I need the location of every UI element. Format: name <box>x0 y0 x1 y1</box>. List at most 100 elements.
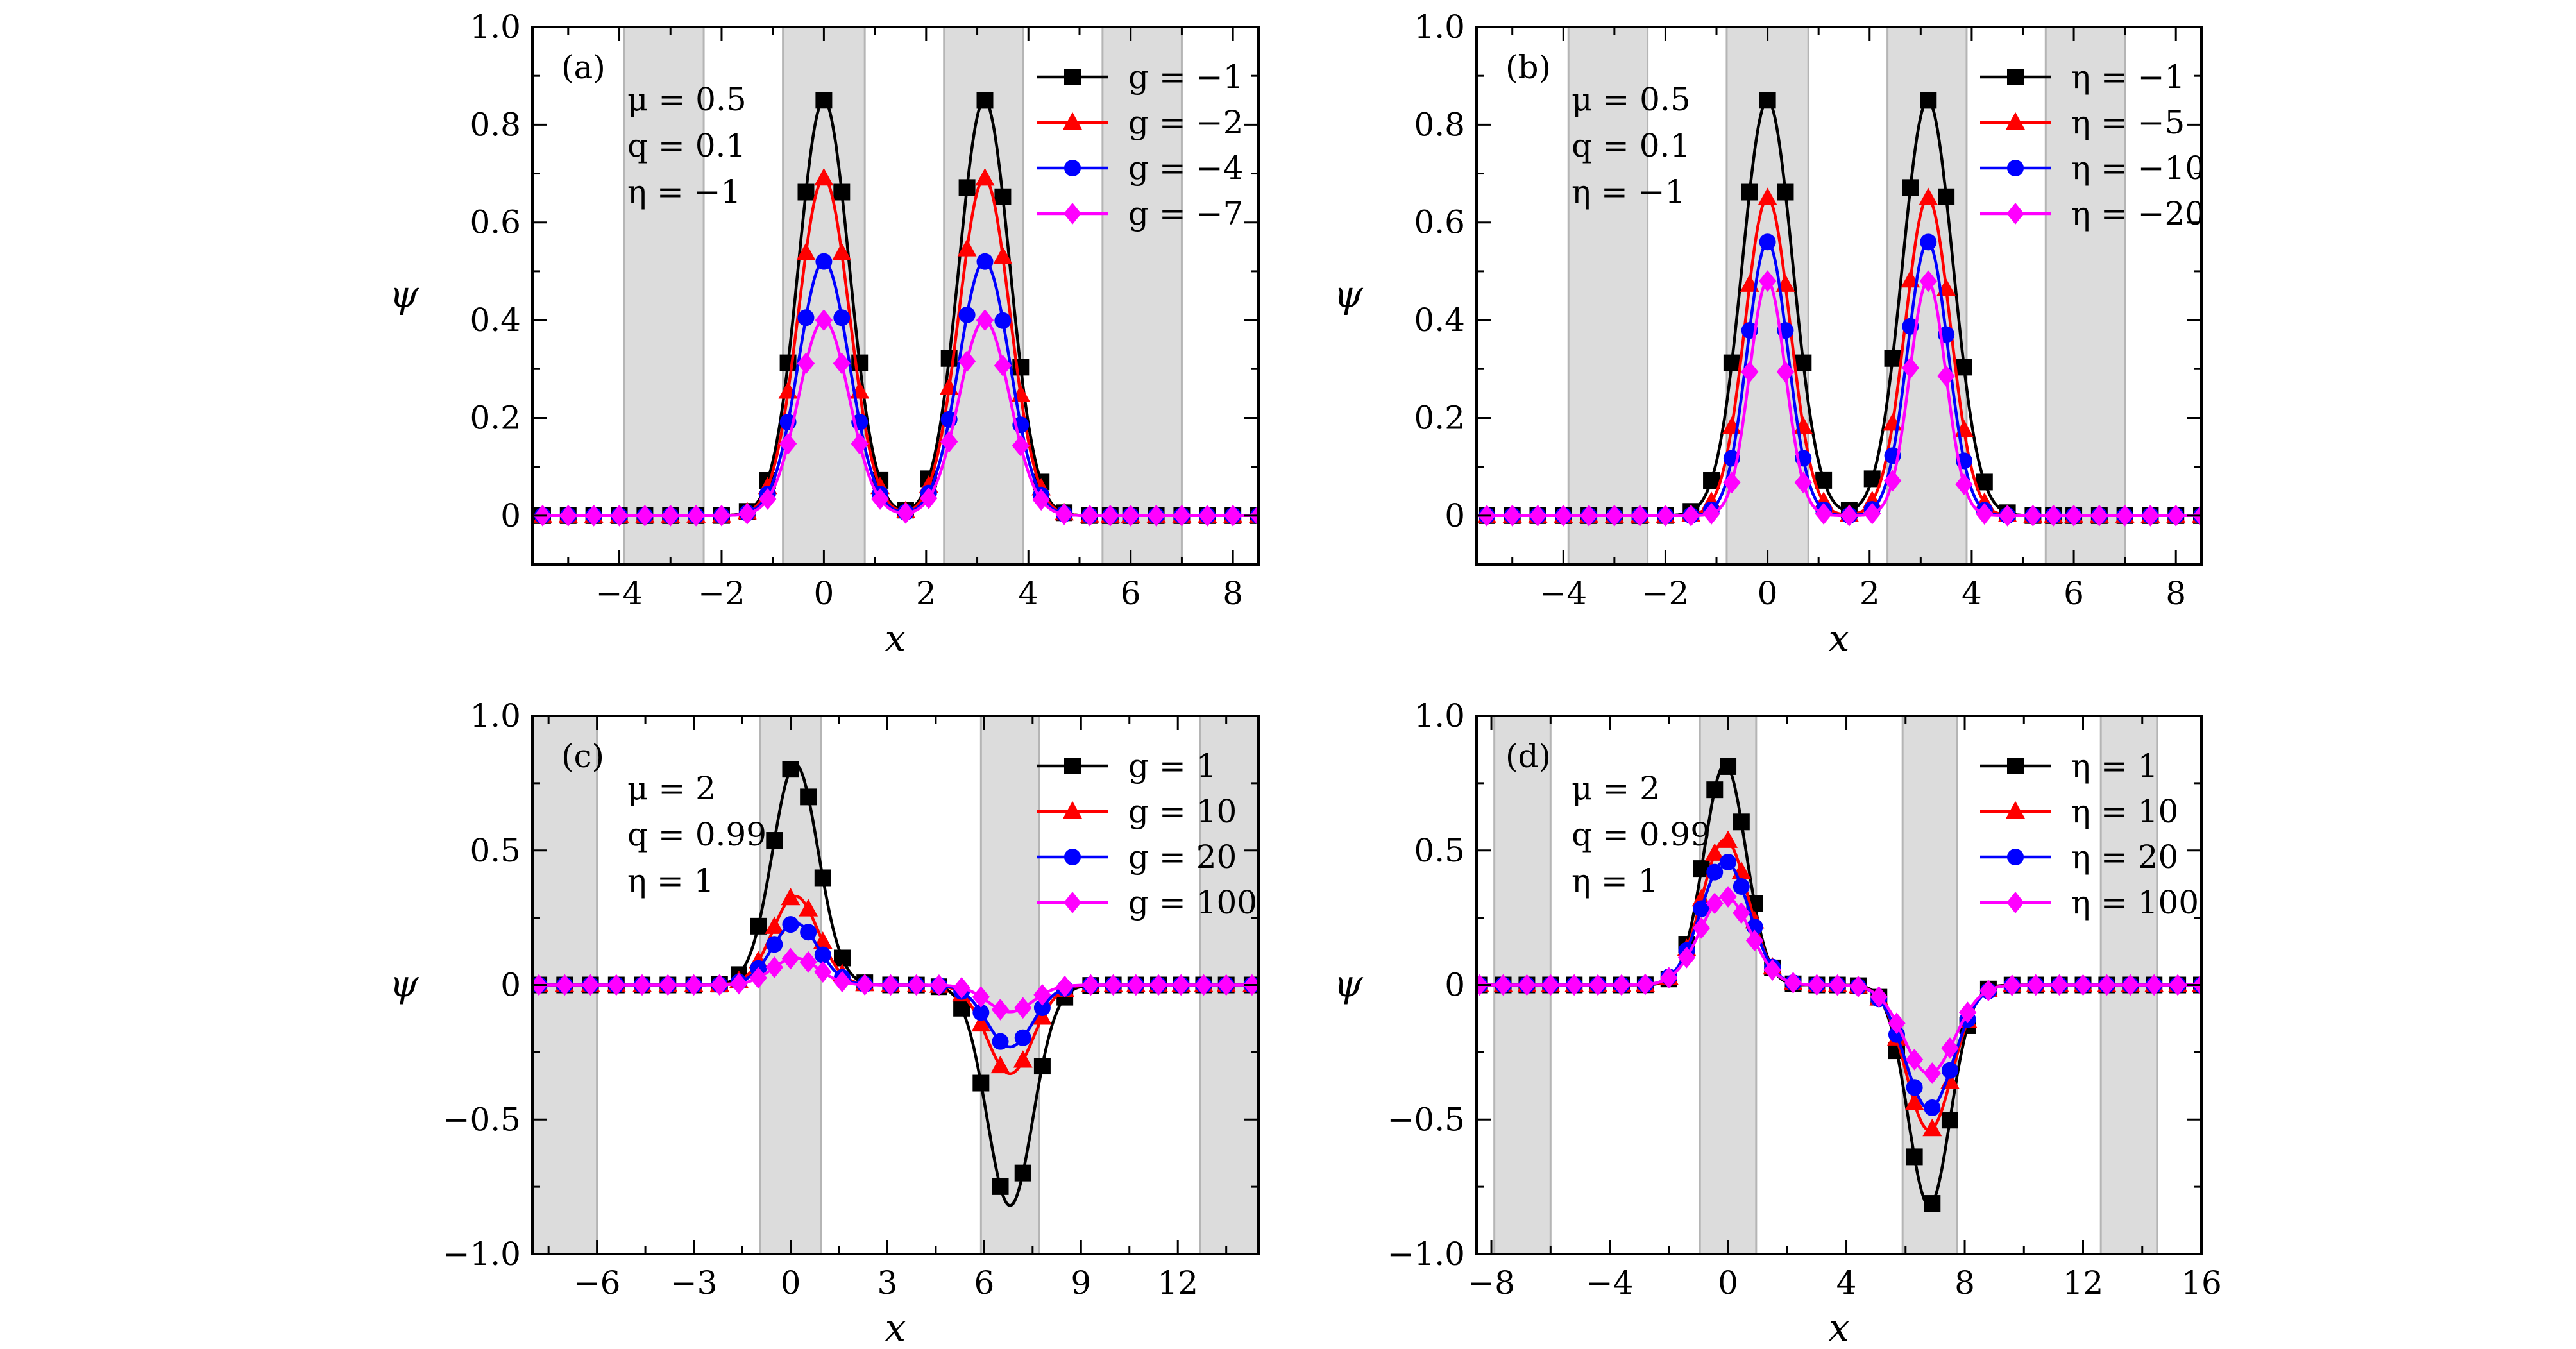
data-point <box>1606 504 1623 527</box>
data-point <box>1706 892 1724 915</box>
y-tick-label: −0.5 <box>443 1101 521 1138</box>
data-point <box>1923 1062 1941 1084</box>
plot-frame <box>1475 26 2203 566</box>
parameter-label: q = 0.99 <box>627 816 767 853</box>
legend-marker <box>1064 758 1081 774</box>
x-tick-label: 0 <box>813 575 834 612</box>
data-point <box>1958 1001 1977 1024</box>
series-group <box>532 92 1258 527</box>
data-point <box>1101 504 1119 527</box>
data-point <box>779 432 797 455</box>
parameter-label: μ = 2 <box>627 770 716 807</box>
data-point <box>1733 813 1750 831</box>
data-point <box>993 246 1013 264</box>
data-point <box>1693 900 1710 917</box>
data-point <box>1224 504 1242 527</box>
data-point <box>1565 974 1583 996</box>
y-tick-label: 0.4 <box>470 301 521 339</box>
data-point <box>815 253 833 270</box>
data-point <box>1706 781 1724 799</box>
x-tick-label: 3 <box>877 1264 898 1302</box>
data-point <box>1147 504 1165 527</box>
legend-label: η = −10 <box>2071 149 2205 187</box>
data-point <box>661 504 679 527</box>
x-tick-label: 0 <box>781 1264 801 1302</box>
data-point <box>972 986 990 1008</box>
data-point <box>2024 504 2042 527</box>
data-point <box>815 92 833 109</box>
data-point <box>1924 1099 1941 1117</box>
panel-b: −4 −2 0 2 4 6 8 0 0.2 0.4 0.6 0.8 1.0 x ψ (b) μ = 0.5 q =… <box>1334 8 2205 660</box>
data-point <box>1906 1079 1923 1096</box>
data-point <box>1718 830 1738 848</box>
data-point <box>1759 233 1776 251</box>
legend-label: g = −2 <box>1128 104 1243 141</box>
y-tick-label: 0.5 <box>1414 832 1465 869</box>
data-point <box>1013 1050 1033 1068</box>
data-point <box>1901 357 1920 379</box>
legend-marker <box>2007 849 2024 865</box>
x-tick-label: 2 <box>916 575 936 612</box>
data-point <box>1719 886 1737 908</box>
data-point <box>1979 980 1997 1002</box>
data-point <box>958 350 976 373</box>
data-point <box>1172 974 1190 996</box>
legend-marker <box>2006 892 2024 913</box>
data-point <box>2145 974 2163 996</box>
y-tick-label: 1.0 <box>1414 8 1465 46</box>
data-point <box>833 183 851 201</box>
y-tick-label: 0.2 <box>470 399 521 436</box>
data-point <box>2115 504 2134 527</box>
data-point <box>759 488 777 510</box>
data-point <box>800 924 817 941</box>
y-axis-title: ψ <box>389 962 419 1006</box>
parameter-label: μ = 2 <box>1572 770 1660 807</box>
data-point <box>1815 503 1833 525</box>
y-tick-label: 1.0 <box>470 8 521 46</box>
data-point <box>765 956 783 978</box>
y-tick-label: 0.8 <box>470 106 521 143</box>
data-point <box>1919 187 1938 205</box>
data-point <box>2065 504 2083 527</box>
y-tick-label: 0.6 <box>1414 204 1465 241</box>
x-tick-label: −3 <box>670 1264 718 1302</box>
data-point <box>1720 758 1737 775</box>
data-point <box>871 488 889 510</box>
data-point <box>1976 473 1993 491</box>
data-point <box>1033 984 1051 1006</box>
data-point <box>738 502 756 525</box>
data-point <box>1906 1148 1923 1166</box>
data-point <box>832 242 852 260</box>
data-point <box>814 869 831 887</box>
data-point <box>1012 434 1030 457</box>
data-point <box>1127 974 1145 996</box>
legend-marker <box>1064 849 1081 865</box>
x-tick-label: −8 <box>1468 1264 1515 1302</box>
data-point <box>1829 974 1847 996</box>
data-point <box>781 887 801 906</box>
data-point <box>1720 853 1737 870</box>
shaded-region <box>1101 26 1183 566</box>
data-point <box>1636 973 1654 996</box>
data-point <box>957 239 977 257</box>
data-point <box>1758 270 1777 293</box>
data-point <box>1741 361 1759 383</box>
data-point <box>1920 92 1937 109</box>
legend-marker <box>1064 69 1081 85</box>
shaded-region <box>1699 715 1758 1255</box>
data-point <box>1541 974 1559 996</box>
y-axis-title: ψ <box>1334 962 1363 1006</box>
data-point <box>684 974 703 996</box>
x-tick-label: 8 <box>2165 575 2186 612</box>
panel-a: −4 −2 0 2 4 6 8 0 0.2 0.4 0.6 0.8 1.0 x ψ (a) μ = 0.5 q =… <box>389 8 1260 660</box>
y-tick-label: 0 <box>500 497 521 534</box>
data-point <box>1849 976 1867 997</box>
x-tick-label: 8 <box>1954 1264 1975 1302</box>
data-point <box>749 967 767 989</box>
x-tick-label: 8 <box>1223 575 1243 612</box>
data-point <box>555 974 573 996</box>
panel-tag: (a) <box>561 49 606 86</box>
data-point <box>1703 472 1720 489</box>
data-point <box>1976 503 1994 525</box>
data-point <box>607 974 625 996</box>
